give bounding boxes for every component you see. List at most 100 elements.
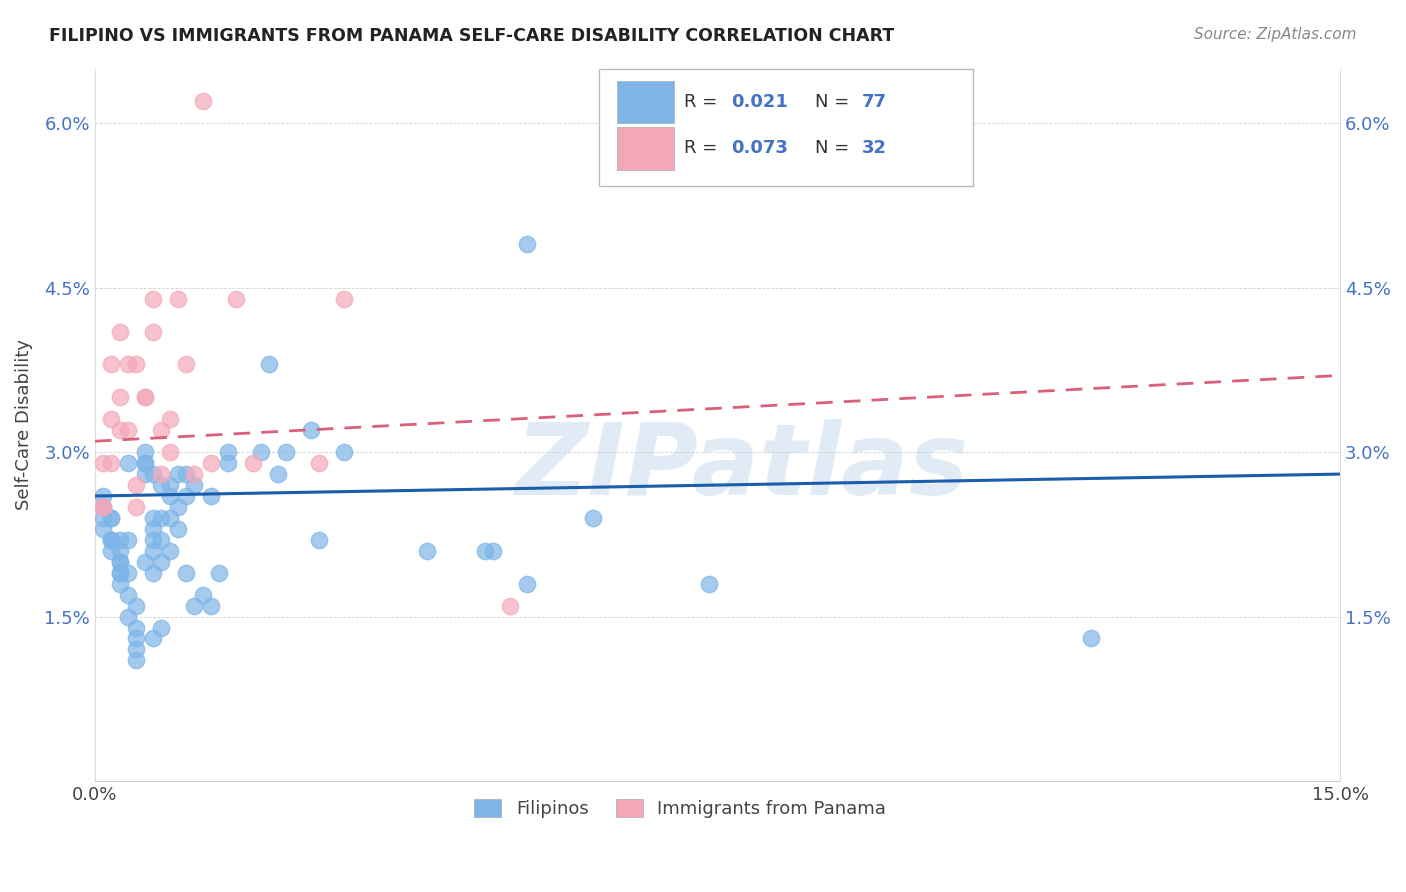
Legend: Filipinos, Immigrants from Panama: Filipinos, Immigrants from Panama	[467, 791, 893, 825]
Point	[117, 609, 139, 624]
FancyBboxPatch shape	[599, 69, 973, 186]
Point	[125, 500, 148, 514]
Point	[100, 533, 122, 547]
FancyBboxPatch shape	[617, 80, 673, 123]
Point	[108, 325, 131, 339]
Point	[142, 292, 165, 306]
Text: FILIPINO VS IMMIGRANTS FROM PANAMA SELF-CARE DISABILITY CORRELATION CHART: FILIPINO VS IMMIGRANTS FROM PANAMA SELF-…	[49, 27, 894, 45]
Point	[150, 478, 173, 492]
Point	[416, 544, 439, 558]
Point	[308, 533, 330, 547]
Y-axis label: Self-Care Disability: Self-Care Disability	[15, 339, 32, 510]
Text: R =: R =	[683, 139, 723, 157]
Point	[150, 621, 173, 635]
Point	[100, 456, 122, 470]
Point	[308, 456, 330, 470]
Point	[108, 576, 131, 591]
Point	[516, 236, 538, 251]
Point	[134, 390, 156, 404]
Point	[108, 555, 131, 569]
Point	[217, 456, 239, 470]
Point	[200, 456, 222, 470]
Point	[208, 566, 231, 580]
Point	[108, 544, 131, 558]
Point	[142, 511, 165, 525]
Point	[474, 544, 496, 558]
Point	[582, 511, 605, 525]
Point	[125, 358, 148, 372]
Point	[134, 445, 156, 459]
Point	[117, 358, 139, 372]
Point	[183, 599, 205, 613]
Point	[108, 423, 131, 437]
Point	[108, 533, 131, 547]
Point	[117, 423, 139, 437]
Point	[250, 445, 273, 459]
Point	[482, 544, 505, 558]
Point	[183, 478, 205, 492]
Point	[134, 467, 156, 481]
Point	[191, 95, 214, 109]
Point	[91, 456, 114, 470]
Point	[167, 292, 190, 306]
Point	[150, 555, 173, 569]
Point	[142, 522, 165, 536]
Point	[142, 467, 165, 481]
Text: ZIPatlas: ZIPatlas	[516, 419, 969, 516]
Point	[117, 533, 139, 547]
Point	[125, 632, 148, 646]
Text: 0.073: 0.073	[731, 139, 789, 157]
Point	[108, 566, 131, 580]
Point	[134, 456, 156, 470]
Point	[142, 632, 165, 646]
Point	[108, 566, 131, 580]
Point	[100, 533, 122, 547]
Point	[174, 358, 197, 372]
Point	[134, 555, 156, 569]
Point	[167, 467, 190, 481]
Point	[142, 544, 165, 558]
Point	[100, 511, 122, 525]
Text: R =: R =	[683, 93, 723, 111]
Point	[516, 576, 538, 591]
Point	[299, 423, 322, 437]
Point	[697, 576, 720, 591]
Point	[333, 292, 356, 306]
Point	[150, 533, 173, 547]
Point	[91, 500, 114, 514]
Text: N =: N =	[814, 139, 855, 157]
Point	[100, 533, 122, 547]
Text: 32: 32	[862, 139, 887, 157]
Point	[150, 511, 173, 525]
Point	[200, 489, 222, 503]
Point	[191, 588, 214, 602]
Point	[150, 467, 173, 481]
Point	[125, 642, 148, 657]
Point	[1080, 632, 1102, 646]
Point	[91, 500, 114, 514]
Point	[200, 599, 222, 613]
Point	[100, 544, 122, 558]
Text: 77: 77	[862, 93, 887, 111]
Point	[108, 555, 131, 569]
FancyBboxPatch shape	[617, 127, 673, 169]
Point	[125, 478, 148, 492]
Text: Source: ZipAtlas.com: Source: ZipAtlas.com	[1194, 27, 1357, 42]
Point	[125, 653, 148, 667]
Point	[174, 467, 197, 481]
Point	[125, 599, 148, 613]
Point	[100, 358, 122, 372]
Point	[117, 456, 139, 470]
Point	[91, 489, 114, 503]
Point	[174, 566, 197, 580]
Point	[274, 445, 297, 459]
Point	[117, 566, 139, 580]
Point	[142, 533, 165, 547]
Point	[159, 478, 181, 492]
Point	[125, 621, 148, 635]
Point	[134, 390, 156, 404]
Point	[159, 489, 181, 503]
Point	[150, 423, 173, 437]
Point	[167, 522, 190, 536]
Point	[266, 467, 288, 481]
